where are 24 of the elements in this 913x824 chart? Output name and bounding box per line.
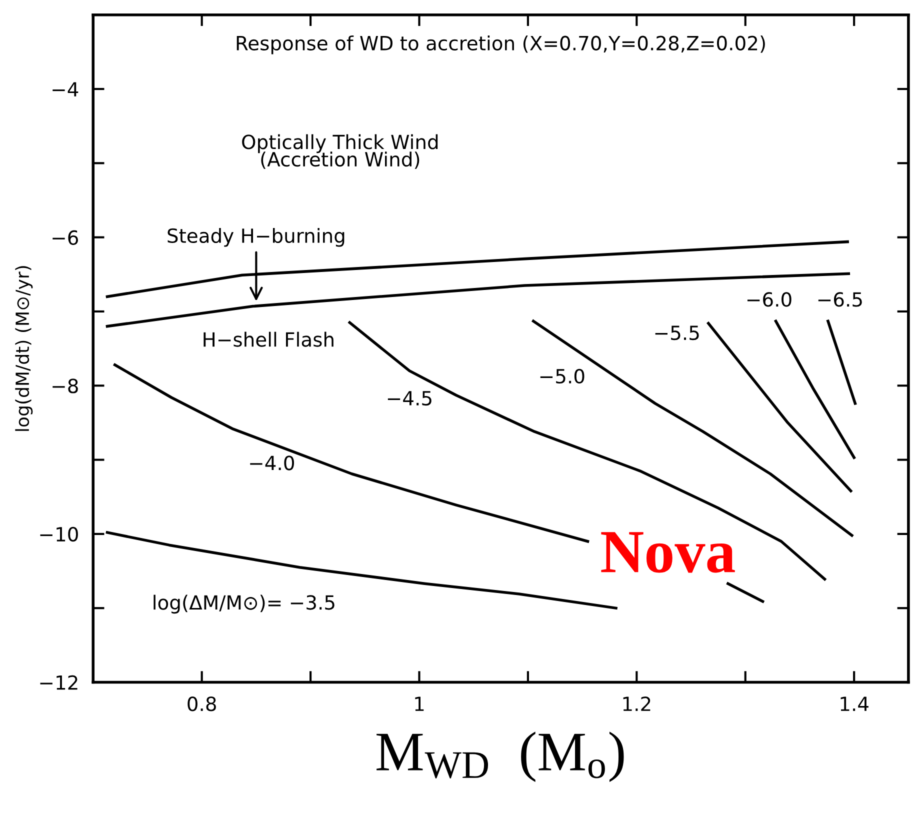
text: Response of WD to accretion (X=0.70,Y=0.28,Z=0.02) bbox=[236, 35, 765, 54]
annotation: Steady H−burning bbox=[168, 228, 344, 247]
y-tick-label: −4 bbox=[52, 82, 78, 96]
y-axis-title: log(dM/dt) (M⊙/yr) bbox=[15, 266, 33, 431]
annotation: Nova bbox=[601, 532, 735, 573]
annotation: −6.0 bbox=[747, 292, 792, 307]
annotation: −4.5 bbox=[388, 391, 432, 406]
y-tick-label: −6 bbox=[52, 230, 78, 245]
line-series bbox=[348, 321, 826, 581]
x-axis-title: M$_{WD}$ (M$_{o}$) bbox=[376, 732, 624, 782]
x-tick-label: 1.2 bbox=[623, 696, 650, 711]
annotation: −6.5 bbox=[818, 292, 862, 307]
annotation: H−shell Flash bbox=[204, 332, 334, 347]
x-tick-label: 1 bbox=[415, 696, 424, 711]
y-tick-label: −12 bbox=[40, 675, 78, 690]
annotation: −5.5 bbox=[655, 326, 699, 340]
y-tick-label: −8 bbox=[52, 378, 78, 394]
annotation: Optically Thick Wind (Accretion Wind) bbox=[242, 134, 438, 169]
x-tick-label: 0.8 bbox=[188, 696, 216, 712]
x-tick-label: 1.4 bbox=[840, 696, 868, 711]
annotation: −4.0 bbox=[250, 456, 294, 470]
y-tick-label: −10 bbox=[40, 526, 78, 542]
annotation: −5.0 bbox=[540, 368, 584, 384]
annotation: log(ΔM/M⊙)= −3.5 bbox=[154, 594, 334, 614]
